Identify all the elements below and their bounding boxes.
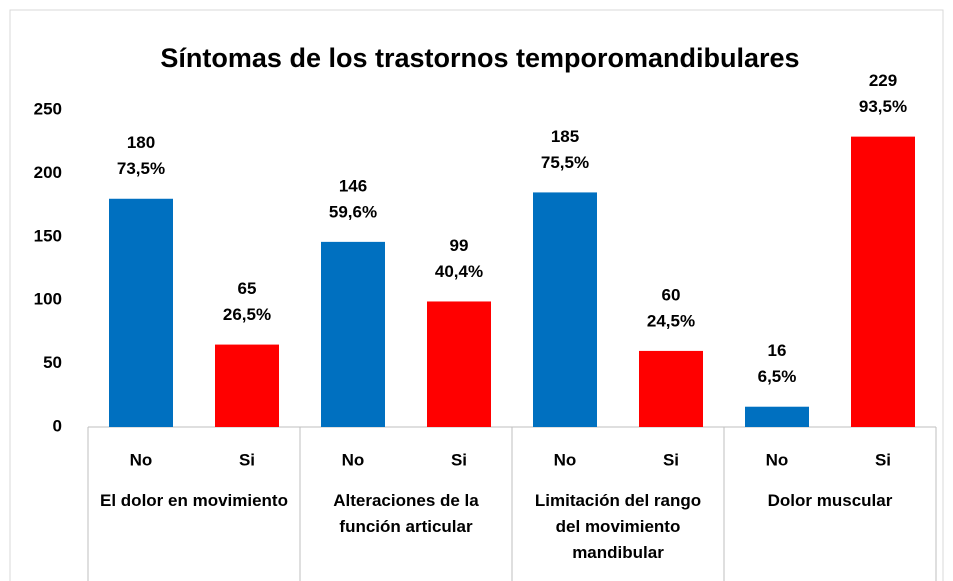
y-tick-label: 0 (53, 416, 62, 435)
data-label: 16 (768, 341, 787, 360)
category-label: Alteraciones de la función articular (333, 491, 479, 536)
x-tick-label: Si (663, 450, 679, 469)
bar (427, 301, 491, 427)
x-tick-label: Si (451, 450, 467, 469)
y-tick-label: 200 (34, 163, 62, 182)
category-label: Dolor muscular (767, 491, 893, 510)
x-tick-label: No (130, 450, 153, 469)
y-tick-label: 50 (43, 353, 62, 372)
bar (321, 241, 385, 427)
data-label-percent: 40,4% (435, 262, 483, 281)
bar (639, 350, 703, 427)
bar (215, 344, 279, 427)
data-label: 229 (869, 71, 897, 90)
data-label: 60 (662, 285, 681, 304)
bar (851, 136, 915, 428)
data-label-percent: 59,6% (329, 202, 377, 221)
data-label: 185 (551, 127, 579, 146)
x-tick-label: No (342, 450, 365, 469)
y-tick-label: 150 (34, 226, 62, 245)
y-tick-label: 250 (34, 99, 62, 118)
y-tick-label: 100 (34, 290, 62, 309)
data-label-percent: 93,5% (859, 97, 907, 116)
bar (109, 198, 173, 427)
data-label-percent: 24,5% (647, 311, 695, 330)
category-label: El dolor en movimiento (100, 491, 288, 510)
data-label: 180 (127, 133, 155, 152)
chart-title: Síntomas de los trastornos temporomandib… (160, 43, 799, 73)
category-label: Limitación del rango del movimiento mand… (534, 491, 702, 562)
x-tick-label: Si (239, 450, 255, 469)
x-tick-label: No (554, 450, 577, 469)
data-label: 65 (238, 279, 257, 298)
bar (533, 192, 597, 427)
data-label-percent: 73,5% (117, 159, 165, 178)
data-label-percent: 75,5% (541, 153, 589, 172)
data-label-percent: 6,5% (758, 367, 797, 386)
data-label: 99 (450, 236, 469, 255)
data-label-percent: 26,5% (223, 305, 271, 324)
bar (745, 406, 809, 427)
data-label: 146 (339, 176, 367, 195)
x-tick-label: No (766, 450, 789, 469)
x-tick-label: Si (875, 450, 891, 469)
